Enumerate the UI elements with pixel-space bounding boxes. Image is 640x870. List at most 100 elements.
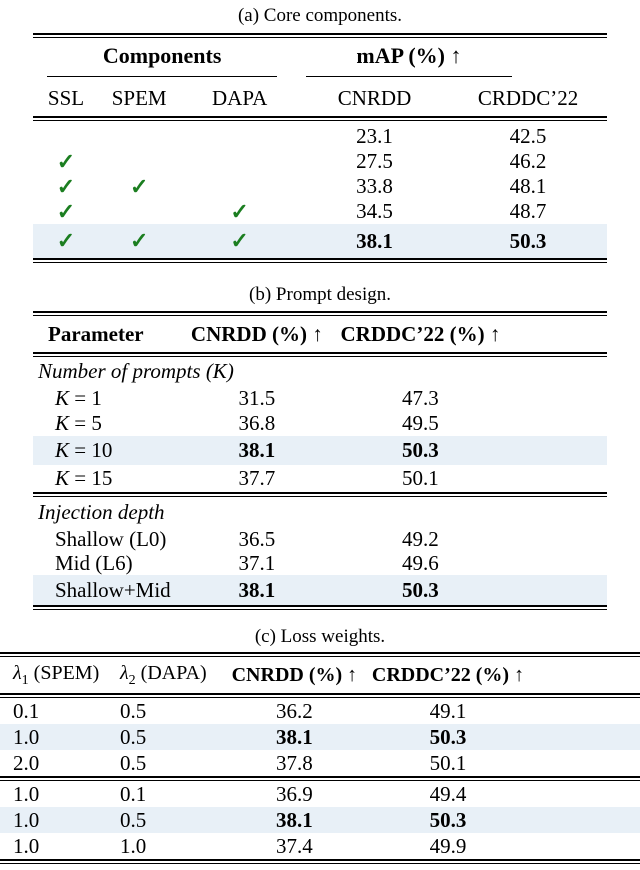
table-row: K = 15 37.7 50.1 (33, 465, 607, 492)
lambda-symbol: λ (120, 661, 129, 684)
checkmark-icon: ✓ (56, 228, 76, 253)
cell-crddc: 49.4 (429, 781, 467, 806)
lambda-subscript: 1 (21, 672, 29, 688)
checkmark-icon: ✓ (230, 198, 249, 224)
cell-parameter: Mid (L6) (33, 551, 188, 576)
cell-lambda1: 0.1 (13, 698, 40, 723)
cell-lambda2: 0.5 (120, 724, 147, 749)
cmidrule-map (305, 76, 513, 77)
cell-lambda2: 0.1 (120, 781, 147, 806)
table-c-group-rule (0, 776, 640, 781)
cell-crddc: 48.1 (509, 174, 547, 198)
table-row-highlighted: 1.0 0.5 38.1 50.3 (0, 724, 640, 750)
table-row: 1.0 1.0 37.4 49.9 (0, 833, 640, 859)
cell-cnrdd: 27.5 (356, 149, 393, 173)
checkmark-icon: ✓ (56, 148, 76, 174)
cell-cnrdd-best: 38.1 (356, 228, 393, 253)
col-header-cnrdd: CNRDD (%) ↑ (231, 663, 358, 686)
group-header-components: Components (102, 43, 222, 68)
cell-crddc: 49.5 (402, 411, 439, 435)
cell-parameter: K = 15 (33, 466, 188, 491)
cell-cnrdd: 31.5 (238, 386, 276, 410)
table-b-header-row: Parameter CNRDD (%) ↑ CRDDC’22 (%) ↑ (33, 316, 607, 352)
table-row: K = 1 31.5 47.3 (33, 386, 607, 411)
cell-parameter: Shallow (L0) (33, 527, 188, 552)
cell-crddc: 48.7 (509, 199, 547, 223)
cell-crddc: 50.1 (429, 750, 467, 775)
parameter-value: = 15 (69, 466, 113, 490)
col-header-parameter: Parameter (48, 321, 144, 346)
col-header-cnrdd: CNRDD (%) ↑ (190, 321, 323, 346)
table-a-subheader-row: SSL SPEM DAPA CNRDD CRDDC’22 (33, 80, 607, 116)
cell-lambda1: 1.0 (13, 781, 40, 806)
table-a-bottom-rule (33, 258, 607, 263)
cell-lambda2: 0.5 (120, 698, 147, 723)
table-loss-weights: λ1 (SPEM) λ2 (DAPA) CNRDD (%) ↑ CRDDC’22… (0, 652, 640, 864)
table-c-header-rule (0, 693, 640, 698)
table-c-header-row: λ1 (SPEM) λ2 (DAPA) CNRDD (%) ↑ CRDDC’22… (0, 657, 640, 693)
table-row: 1.0 0.1 36.9 49.4 (0, 781, 640, 807)
table-row: 2.0 0.5 37.8 50.1 (0, 750, 640, 776)
table-row-highlighted: Shallow+Mid 38.1 50.3 (33, 575, 607, 605)
table-prompt-design: Parameter CNRDD (%) ↑ CRDDC’22 (%) ↑ Num… (33, 311, 607, 610)
parameter-value: Mid (L6) (55, 550, 133, 575)
cell-crddc: 46.2 (509, 149, 547, 173)
lambda-subscript: 2 (128, 672, 136, 688)
table-row: 23.1 42.5 (33, 121, 607, 149)
cell-lambda2: 0.5 (120, 807, 147, 832)
cell-crddc: 49.2 (402, 526, 439, 551)
cell-crddc-best: 50.3 (509, 228, 547, 253)
math-symbol: K (55, 411, 70, 435)
cmidrule-components (47, 76, 277, 77)
cell-cnrdd: 37.7 (238, 466, 276, 490)
cell-lambda1: 1.0 (13, 807, 40, 832)
cell-lambda2: 1.0 (120, 833, 147, 858)
cell-cnrdd: 23.1 (356, 124, 393, 148)
parameter-value: = 5 (69, 411, 102, 435)
parameter-value: Shallow+Mid (55, 577, 171, 602)
checkmark-icon: ✓ (56, 173, 76, 199)
cell-cnrdd: 36.5 (238, 526, 276, 551)
cell-cnrdd: 37.1 (238, 550, 276, 575)
table-row-highlighted: K = 10 38.1 50.3 (33, 436, 607, 465)
caption-c: (c) Loss weights. (254, 626, 386, 647)
checkmark-icon: ✓ (129, 228, 149, 253)
cell-lambda1: 1.0 (13, 724, 40, 749)
table-a-top-rule (33, 33, 607, 38)
table-a-cmidrules (33, 74, 607, 80)
group-header-map: mAP (%) ↑ (356, 43, 462, 68)
table-row: K = 5 36.8 49.5 (33, 411, 607, 436)
checkmark-icon: ✓ (129, 173, 149, 199)
lambda-label: (DAPA) (135, 661, 207, 684)
math-symbol: K (55, 438, 70, 462)
cell-lambda1: 2.0 (13, 750, 40, 775)
cell-cnrdd: 36.2 (276, 698, 313, 723)
cell-parameter: K = 1 (33, 386, 188, 411)
col-header-lambda1: λ1 (SPEM) (0, 662, 112, 689)
cell-crddc: 49.1 (429, 698, 467, 723)
parameter-value: Shallow (L0) (55, 526, 167, 551)
table-row: ✓ 27.5 46.2 (33, 149, 607, 174)
col-header-dapa: DAPA (212, 85, 268, 110)
col-header-spem: SPEM (111, 85, 167, 110)
cell-crddc: 47.3 (402, 386, 439, 410)
cell-cnrdd-best: 38.1 (238, 438, 276, 462)
table-b-header-rule (33, 352, 607, 357)
checkmark-icon: ✓ (56, 198, 76, 224)
cell-parameter: K = 10 (33, 438, 188, 463)
cell-cnrdd: 36.8 (238, 411, 276, 435)
col-header-crddc: CRDDC’22 (%) ↑ (371, 663, 525, 686)
col-header-lambda2: λ2 (DAPA) (112, 662, 230, 689)
cell-crddc-best: 50.3 (402, 577, 439, 602)
table-row: 0.1 0.5 36.2 49.1 (0, 698, 640, 724)
table-row-highlighted: 1.0 0.5 38.1 50.3 (0, 807, 640, 833)
table-row: ✓ ✓ 33.8 48.1 (33, 174, 607, 199)
cell-crddc: 42.5 (509, 124, 547, 148)
table-a-group-header-row: Components mAP (%) ↑ (33, 38, 607, 74)
cell-lambda2: 0.5 (120, 750, 147, 775)
parameter-value: = 10 (69, 438, 113, 462)
col-header-crddc: CRDDC’22 (477, 85, 579, 110)
col-header-crddc: CRDDC’22 (%) ↑ (340, 321, 501, 346)
table-a-header-rule (33, 116, 607, 121)
